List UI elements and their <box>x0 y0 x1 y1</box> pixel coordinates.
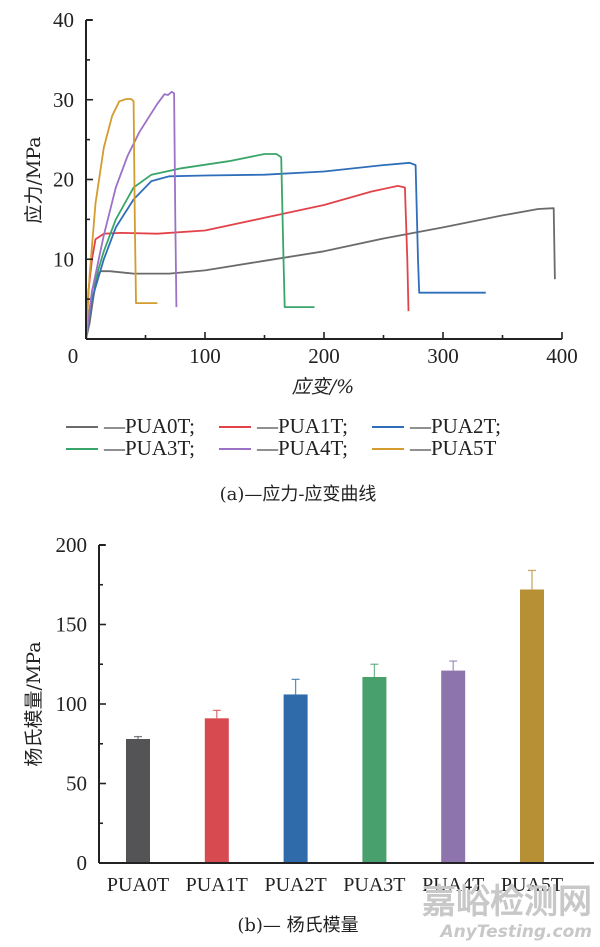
stress-strain-lines <box>85 90 556 340</box>
category-label: PUA1T <box>186 874 248 896</box>
bar-pua4t <box>441 670 466 863</box>
category-label: PUA0T <box>107 874 169 896</box>
y-tick-label: 0 <box>77 851 88 875</box>
y-tick-label: 30 <box>53 88 74 112</box>
y-tick-label: 150 <box>56 613 88 637</box>
y-axis-title: 应力/MPa <box>23 136 45 223</box>
watermark-text: 嘉峪检测网 <box>422 882 592 922</box>
legend: —PUA0T; —PUA1T; —PUA2T; —PUA3T; —PUA4T; —PUA5… <box>66 414 501 460</box>
legend-label: —PUA4T; <box>256 436 348 460</box>
watermark-subtext: AnyTesting.com <box>438 922 592 942</box>
x-axis-title: 应变/% <box>292 376 354 398</box>
bar-pua3t <box>362 676 387 863</box>
legend-label: —PUA2T; <box>409 414 501 438</box>
series-line-pua1t <box>85 184 410 340</box>
bar-pua1t <box>204 718 229 863</box>
modulus-axes: 0 50 100 150 200 <box>56 533 594 875</box>
series-line-pua2t <box>85 161 486 340</box>
x-tick-label: 0 <box>68 344 79 368</box>
y-tick-label: 200 <box>56 533 88 557</box>
x-tick-label: 400 <box>546 344 578 368</box>
category-label: PUA3T <box>343 874 405 896</box>
legend-label: —PUA1T; <box>256 414 348 438</box>
bar-pua5t <box>520 589 544 863</box>
series-line-pua0t <box>85 207 556 340</box>
y-tick-label: 100 <box>56 692 88 716</box>
y-tick-label: 10 <box>53 247 74 271</box>
chart-a-caption: (a)—应力-应变曲线 <box>220 484 377 505</box>
category-label: PUA5T <box>501 874 563 896</box>
bar-pua2t <box>283 694 308 863</box>
series-line-pua5t <box>85 98 158 340</box>
x-tick-label: 200 <box>308 344 340 368</box>
category-label: PUA2T <box>264 874 326 896</box>
x-tick-label: 100 <box>189 344 221 368</box>
youngs-modulus-chart: PUA0T PUA1T PUA2T PUA3T PUA4T PUA5T 0 50 100 150… <box>23 533 594 936</box>
bars: PUA0T PUA1T PUA2T PUA3T PUA4T PUA5T <box>107 569 563 896</box>
legend-label: —PUA5T <box>409 436 497 460</box>
series-line-pua4t <box>85 90 178 340</box>
bar-pua0t <box>126 738 150 863</box>
y-axis-title-b: 杨氏模量/MPa <box>23 641 45 766</box>
y-tick-label: 40 <box>53 8 74 32</box>
y-tick-label: 20 <box>53 168 74 192</box>
x-tick-label: 300 <box>427 344 459 368</box>
legend-label: —PUA0T; <box>103 414 195 438</box>
legend-label: —PUA3T; <box>103 436 195 460</box>
chart-b-caption: (b)— 杨氏模量 <box>237 915 358 936</box>
category-label: PUA4T <box>422 874 484 896</box>
y-tick-label: 50 <box>66 772 87 796</box>
series-line-pua3t <box>85 153 315 340</box>
